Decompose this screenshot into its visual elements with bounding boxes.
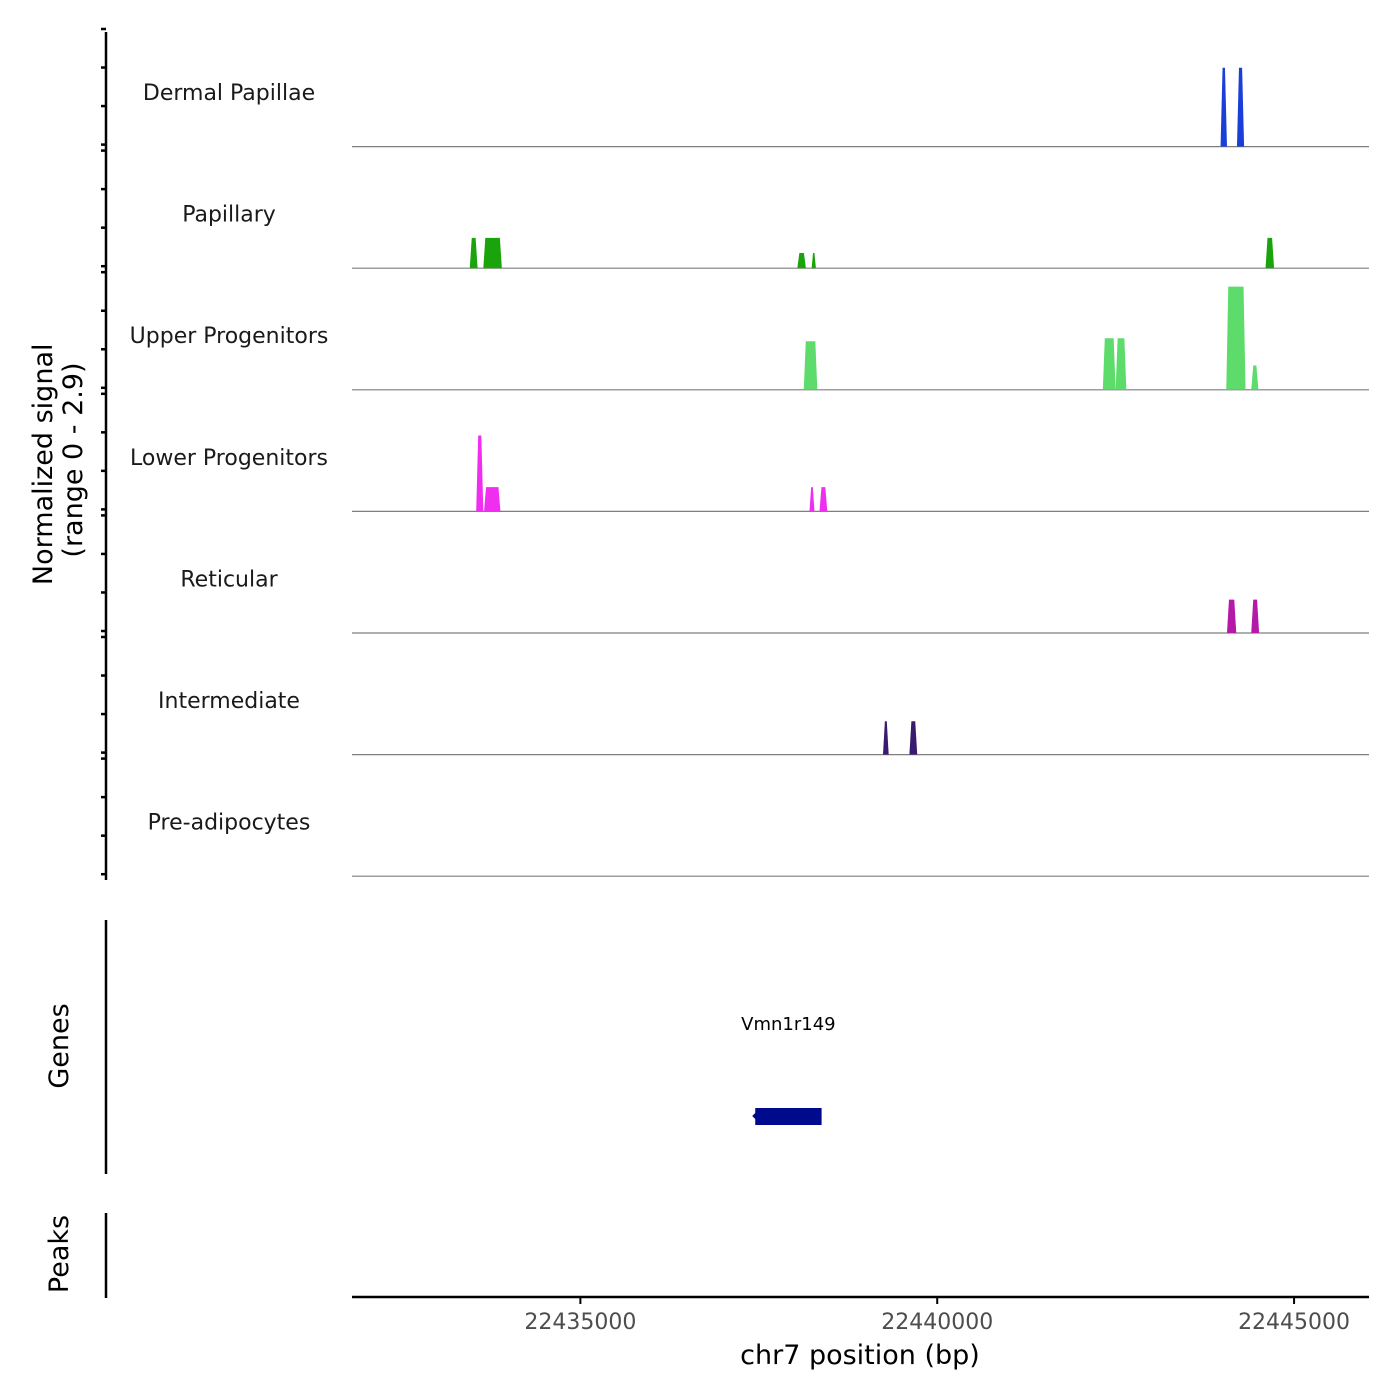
x-tick-label: 22435000 [524, 1310, 636, 1335]
signal-peak [797, 253, 806, 269]
coverage-tracks: Dermal Papillae Papillary Upper Progenitor… [130, 67, 1369, 877]
signal-peak [1236, 67, 1245, 147]
x-tick-label: 22445000 [1238, 1310, 1350, 1335]
track-label: Upper Progenitors [130, 324, 329, 349]
signal-peak [811, 253, 816, 269]
track-label: Pre-adipocytes [148, 811, 311, 836]
track-intermediate: Intermediate [158, 689, 1369, 756]
y-axis-label: Normalized signal (range 0 - 2.9) [28, 335, 89, 585]
signal-peak [909, 721, 918, 755]
signal-peak [1251, 365, 1259, 390]
signal-peak [1265, 237, 1275, 269]
signal-peak [469, 237, 478, 269]
track-label: Papillary [182, 203, 276, 228]
signal-peak [1115, 338, 1127, 390]
signal-peak [809, 487, 815, 512]
track-lower-progenitors: Lower Progenitors [130, 435, 1369, 512]
signal-peak [1102, 338, 1116, 390]
track-pre-adipocytes: Pre-adipocytes [148, 811, 1369, 877]
signal-peak [1226, 286, 1246, 390]
signal-peak [1226, 599, 1237, 633]
x-axis-label: chr7 position (bp) [740, 1340, 980, 1371]
signal-peak [882, 721, 889, 755]
signal-peak [1220, 67, 1227, 147]
track-upper-progenitors: Upper Progenitors [130, 286, 1369, 391]
gene-strand-arrow [752, 1112, 757, 1120]
signal-peak [819, 487, 828, 512]
signal-peak [1251, 599, 1260, 633]
track-papillary: Papillary [182, 203, 1369, 269]
gene-body [755, 1108, 822, 1125]
signal-peak [803, 341, 818, 390]
coverage-y-axis [101, 27, 108, 880]
track-label: Lower Progenitors [130, 446, 328, 471]
track-reticular: Reticular [180, 567, 1369, 634]
signal-peak [483, 237, 502, 269]
track-dermal-papillae: Dermal Papillae [143, 67, 1369, 148]
gene-label: Vmn1r149 [741, 1014, 835, 1035]
signal-peak [476, 435, 484, 512]
track-label: Dermal Papillae [143, 81, 315, 106]
signal-peak [484, 487, 501, 512]
y-axis-label-line2: (range 0 - 2.9) [58, 362, 89, 557]
track-label: Reticular [180, 567, 278, 592]
genes-track-label: Genes [44, 1003, 75, 1088]
gene-vmn1r149: Vmn1r149 [741, 1014, 836, 1125]
x-tick-label: 22440000 [881, 1310, 993, 1335]
track-label: Intermediate [158, 689, 300, 714]
y-axis-label-line1: Normalized signal [28, 344, 59, 586]
peaks-track-label: Peaks [44, 1215, 75, 1293]
genes-track: Vmn1r149 [741, 1014, 836, 1125]
x-axis-ticks: 22435000 22440000 22445000 [524, 1297, 1350, 1335]
